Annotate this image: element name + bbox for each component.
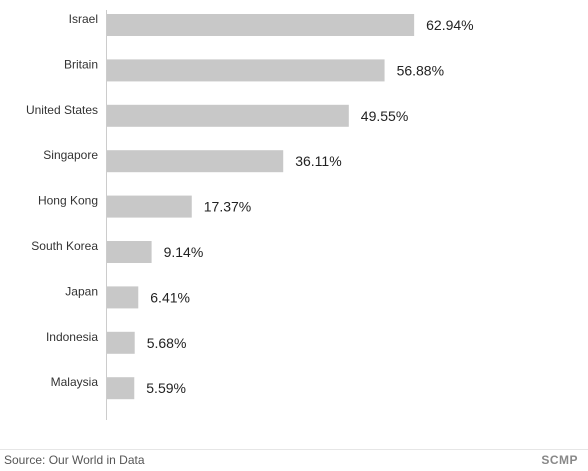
category-label: United States: [26, 103, 98, 117]
bar: [107, 195, 192, 218]
value-label: 17.37%: [204, 199, 251, 215]
value-label: 9.14%: [164, 244, 204, 260]
bar: [107, 150, 284, 173]
value-label: 62.94%: [426, 17, 473, 33]
category-label: Japan: [65, 284, 98, 298]
value-label: 49.55%: [361, 108, 408, 124]
bars-group: Israel 62.94% Britain 56.88% United States 49…: [26, 12, 474, 400]
bar: [107, 59, 385, 82]
bar: [107, 331, 135, 354]
category-label: Malaysia: [51, 375, 99, 389]
source-note: Source: Our World in Data: [4, 453, 145, 467]
value-label: 56.88%: [397, 62, 444, 78]
category-label: Israel: [69, 12, 98, 26]
category-label: Hong Kong: [38, 194, 98, 208]
category-label: Singapore: [43, 148, 98, 162]
category-label: Britain: [64, 57, 98, 71]
brand-logo-text: SCMP: [541, 453, 578, 467]
value-label: 5.59%: [146, 380, 186, 396]
bar: [107, 14, 415, 36]
bar: [107, 104, 349, 127]
bar: [107, 286, 139, 309]
value-label: 6.41%: [150, 289, 190, 305]
bar: [107, 377, 135, 400]
bar-chart: Israel 62.94% Britain 56.88% United States 49…: [26, 10, 474, 420]
value-label: 36.11%: [295, 153, 341, 169]
value-label: 5.68%: [147, 335, 187, 351]
category-label: Indonesia: [46, 330, 98, 344]
bar: [107, 241, 152, 263]
category-label: South Korea: [31, 239, 98, 253]
footer-divider: [0, 449, 588, 450]
